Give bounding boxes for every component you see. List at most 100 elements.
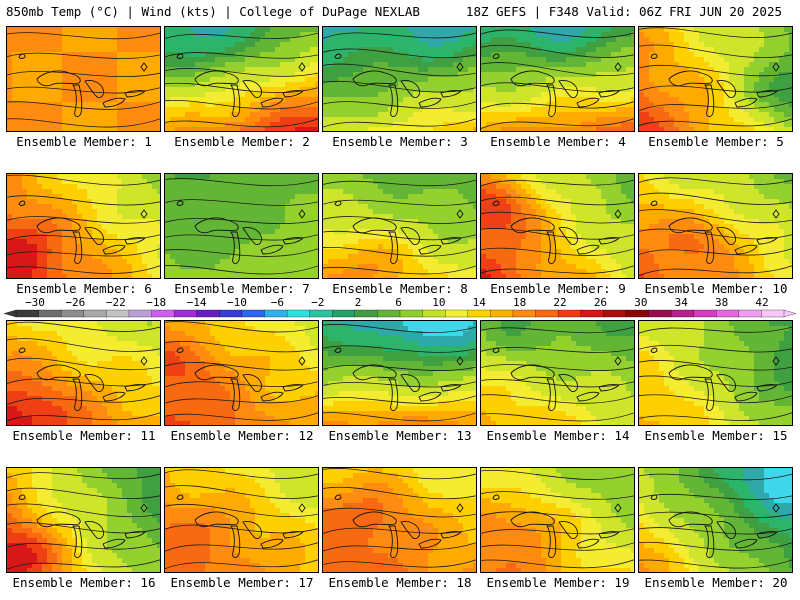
temperature-field-map — [323, 27, 476, 131]
colorbar-segment — [670, 309, 695, 318]
colorbar-segment — [535, 309, 559, 318]
colorbar-segment — [445, 309, 469, 318]
temperature-field-map — [481, 468, 634, 572]
colorbar-tick-label: 34 — [675, 296, 689, 309]
colorbar-segment — [309, 309, 333, 318]
colorbar-segment — [173, 309, 198, 318]
ensemble-member-label: Ensemble Member: 8 — [332, 281, 468, 296]
ensemble-map-panel — [6, 173, 161, 279]
ensemble-map-panel — [164, 320, 319, 426]
ensemble-member-label: Ensemble Member: 11 — [12, 428, 156, 443]
ensemble-member-label: Ensemble Member: 6 — [16, 281, 152, 296]
temperature-field-map — [639, 174, 792, 278]
ensemble-map-panel — [638, 26, 793, 132]
great-lakes-outline — [18, 200, 148, 265]
great-lakes-outline — [492, 200, 622, 265]
colorbar-tick-label: 6 — [395, 296, 402, 309]
great-lakes-outline — [18, 53, 148, 118]
colorbar-segment — [580, 309, 604, 318]
ensemble-member-label: Ensemble Member: 13 — [328, 428, 472, 443]
great-lakes-outline — [650, 53, 780, 118]
ensemble-map-panel — [6, 467, 161, 573]
colorbar-tick-label: −30 — [25, 296, 45, 309]
colorbar-tick-label: −10 — [227, 296, 247, 309]
run-valid-time: 18Z GEFS | F348 Valid: 06Z FRI JUN 20 20… — [465, 4, 782, 19]
colorbar-tick-label: 10 — [432, 296, 445, 309]
colorbar-segment — [603, 309, 627, 318]
ensemble-member-label: Ensemble Member: 20 — [644, 575, 788, 590]
colorbar-segment — [625, 309, 650, 318]
ensemble-member-label: Ensemble Member: 2 — [174, 134, 310, 149]
great-lakes-outline — [176, 347, 306, 412]
temperature-field-map — [639, 321, 792, 425]
temperature-field-map — [7, 468, 160, 572]
colorbar-tick-label: 38 — [715, 296, 728, 309]
great-lakes-outline — [492, 494, 622, 559]
ensemble-map-panel — [322, 173, 477, 279]
great-lakes-outline — [650, 200, 780, 265]
temperature-field-map — [481, 321, 634, 425]
ensemble-member-label: Ensemble Member: 15 — [644, 428, 788, 443]
great-lakes-outline — [18, 494, 148, 559]
great-lakes-outline — [176, 53, 306, 118]
great-lakes-outline — [650, 347, 780, 412]
ensemble-map-panel — [322, 320, 477, 426]
great-lakes-outline — [650, 494, 780, 559]
ensemble-map-panel — [164, 467, 319, 573]
ensemble-member-label: Ensemble Member: 17 — [170, 575, 314, 590]
colorbar-tick-label: 18 — [513, 296, 526, 309]
colorbar-high-arrow — [783, 309, 797, 318]
colorbar-segment — [241, 309, 266, 318]
chart-title: 850mb Temp (°C) | Wind (kts) | College o… — [6, 4, 420, 19]
colorbar-segment — [490, 309, 514, 318]
colorbar-tick-label: −18 — [146, 296, 166, 309]
temperature-colorbar: −30 −26 −22 −18 −14 −10 −6 −2 2 6 10 14 18 22 26 30 34 38… — [3, 296, 797, 318]
temperature-field-map — [7, 321, 160, 425]
colorbar-segment — [354, 309, 379, 318]
temperature-field-map — [323, 321, 476, 425]
ensemble-map-panel — [6, 26, 161, 132]
great-lakes-outline — [176, 200, 306, 265]
ensemble-map-panel — [638, 320, 793, 426]
colorbar-tick-label: −2 — [311, 296, 324, 309]
great-lakes-outline — [492, 347, 622, 412]
colorbar-segment — [286, 309, 311, 318]
temperature-field-map — [7, 174, 160, 278]
colorbar-low-arrow — [3, 309, 17, 318]
ensemble-map-panel — [322, 467, 477, 573]
colorbar-segment — [38, 309, 62, 318]
colorbar-segment — [332, 309, 356, 318]
ensemble-map-panel — [638, 467, 793, 573]
ensemble-map-panel — [322, 26, 477, 132]
colorbar-segment — [716, 309, 740, 318]
great-lakes-outline — [334, 347, 464, 412]
ensemble-map-panel — [480, 173, 635, 279]
colorbar-segment — [196, 309, 220, 318]
colorbar-segment — [128, 309, 153, 318]
ensemble-member-label: Ensemble Member: 1 — [16, 134, 152, 149]
temperature-field-map — [165, 468, 318, 572]
ensemble-member-label: Ensemble Member: 3 — [332, 134, 468, 149]
temperature-field-map — [639, 468, 792, 572]
ensemble-member-label: Ensemble Member: 4 — [490, 134, 626, 149]
great-lakes-outline — [176, 494, 306, 559]
temperature-field-map — [7, 27, 160, 131]
ensemble-member-label: Ensemble Member: 18 — [328, 575, 472, 590]
ensemble-map-panel — [480, 320, 635, 426]
temperature-field-map — [323, 174, 476, 278]
colorbar-segment — [106, 309, 130, 318]
ensemble-member-label: Ensemble Member: 9 — [490, 281, 626, 296]
temperature-field-map — [165, 321, 318, 425]
temperature-field-map — [323, 468, 476, 572]
colorbar-segment — [61, 309, 85, 318]
ensemble-map-panel — [164, 173, 319, 279]
ensemble-map-panel — [638, 173, 793, 279]
ensemble-member-label: Ensemble Member: 19 — [486, 575, 630, 590]
temperature-field-map — [481, 27, 634, 131]
ensemble-map-panel — [164, 26, 319, 132]
ensemble-member-label: Ensemble Member: 10 — [644, 281, 788, 296]
colorbar-segment — [399, 309, 424, 318]
temperature-field-map — [165, 174, 318, 278]
colorbar-tick-label: 14 — [473, 296, 487, 309]
colorbar-tick-label: 26 — [594, 296, 607, 309]
